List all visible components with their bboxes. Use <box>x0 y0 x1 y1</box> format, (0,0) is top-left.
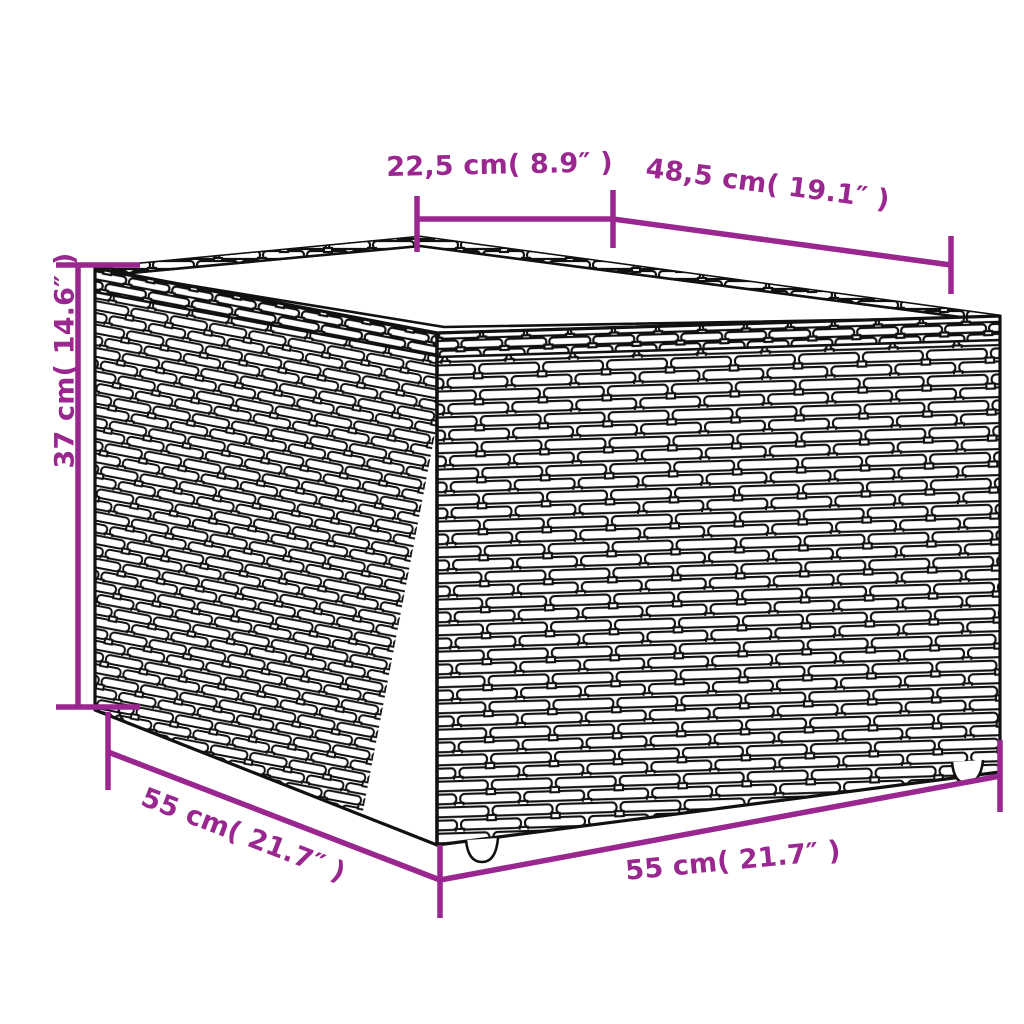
dim-depth-group <box>105 712 443 918</box>
foot-front-left <box>464 837 500 864</box>
dim-top-right-line <box>612 216 952 268</box>
dim-width-line <box>439 773 1001 883</box>
left-face-rim-line <box>94 290 438 358</box>
front-face <box>435 314 1002 847</box>
left-side-face <box>93 266 439 847</box>
dim-width-group <box>439 740 1003 883</box>
dimension-lines <box>56 190 1003 918</box>
dim-depth-line <box>107 749 441 883</box>
dim-top-group <box>414 190 954 294</box>
dim-height-group <box>56 262 140 710</box>
top-rim-inner-edge <box>119 244 969 320</box>
dimension-label-height: 37 cm( 14.6″ ) <box>49 252 81 469</box>
front-face-rim-line <box>436 338 1001 359</box>
table-body <box>93 235 1002 864</box>
dimension-label-top-left-segment: 22,5 cm( 8.9″ ) <box>386 147 614 183</box>
table-top-assembly <box>93 235 1002 335</box>
